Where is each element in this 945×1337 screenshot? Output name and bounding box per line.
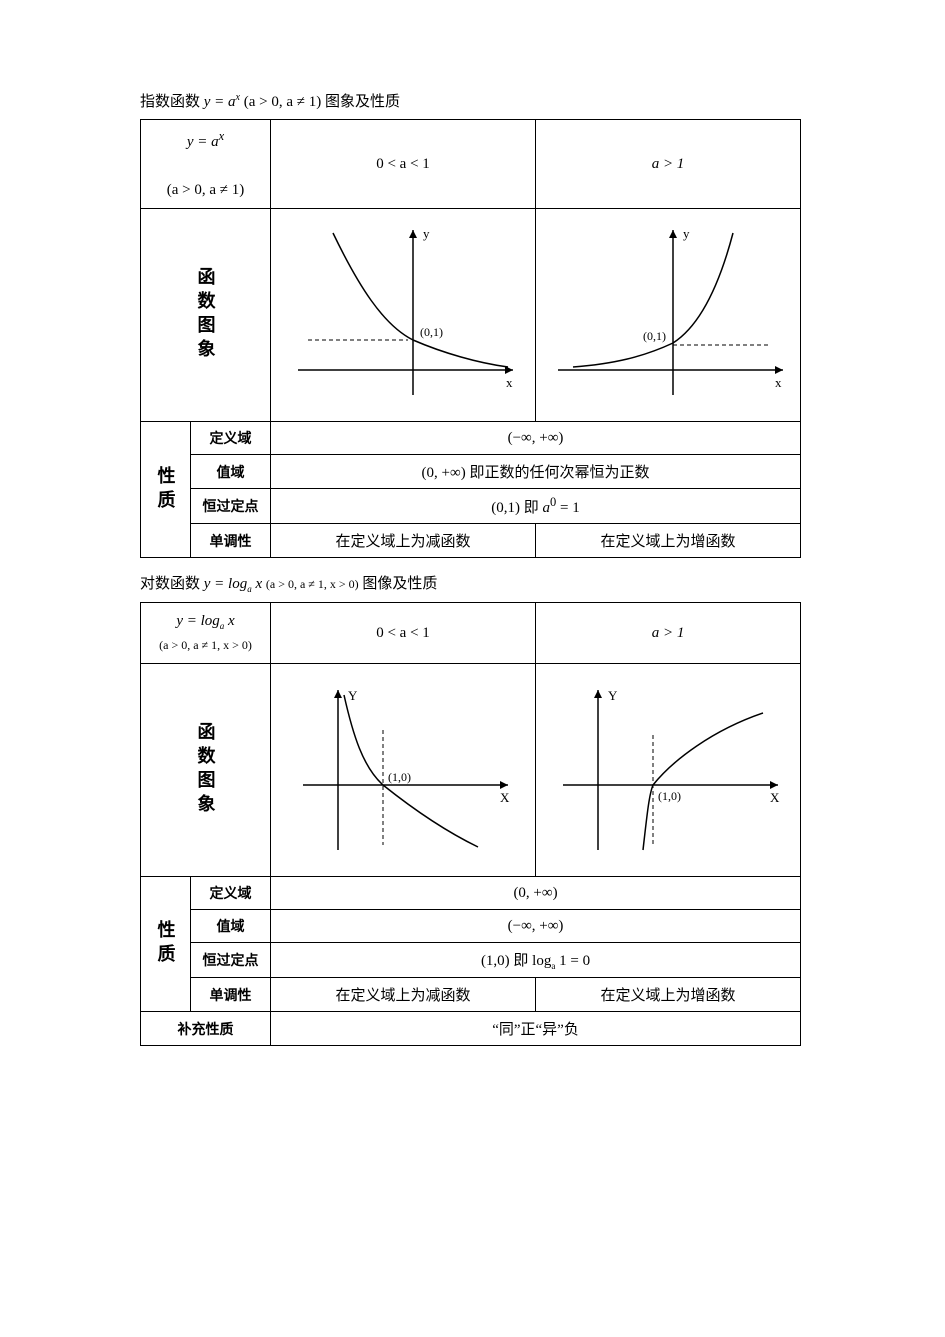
- exp-graph-gt-svg: y x (0,1): [543, 215, 793, 415]
- svg-text:Y: Y: [348, 688, 358, 703]
- svg-text:y: y: [423, 226, 430, 241]
- exp-graph-lt-svg: y x (0,1): [278, 215, 528, 415]
- exp-title-suffix: 图象及性质: [325, 94, 400, 110]
- log-extra-label: 补充性质: [141, 1012, 271, 1046]
- log-graph-label: 函数图象: [141, 664, 271, 877]
- exp-domain-value: (−∞, +∞): [271, 422, 801, 455]
- table-row: y = loga x (a > 0, a ≠ 1, x > 0) 0 < a <…: [141, 603, 801, 664]
- exp-table: y = ax (a > 0, a ≠ 1) 0 < a < 1 a > 1 函数…: [140, 119, 801, 558]
- svg-text:X: X: [770, 790, 780, 805]
- svg-text:X: X: [500, 790, 510, 805]
- exp-col-lt: 0 < a < 1: [271, 120, 536, 209]
- svg-text:(1,0): (1,0): [388, 770, 411, 784]
- svg-text:x: x: [775, 375, 782, 390]
- log-domain-value: (0, +∞): [271, 877, 801, 910]
- log-extra-value: “同”正“异”负: [271, 1012, 801, 1046]
- table-row: 值域 (0, +∞) 即正数的任何次幂恒为正数: [141, 455, 801, 489]
- log-mono-gt: 在定义域上为增函数: [536, 978, 801, 1012]
- exp-fixed-label: 恒过定点: [191, 489, 271, 524]
- table-row: 恒过定点 (1,0) 即 loga 1 = 0: [141, 943, 801, 978]
- table-row: 值域 (−∞, +∞): [141, 910, 801, 943]
- exp-mono-label: 单调性: [191, 524, 271, 558]
- exp-head-cell: y = ax (a > 0, a ≠ 1): [141, 120, 271, 209]
- exp-title-cond: (a > 0, a ≠ 1): [244, 94, 322, 110]
- log-col-lt: 0 < a < 1: [271, 603, 536, 664]
- log-title-prefix: 对数函数: [140, 576, 200, 592]
- log-fixed-value: (1,0) 即 loga 1 = 0: [271, 943, 801, 978]
- table-row: 补充性质 “同”正“异”负: [141, 1012, 801, 1046]
- exp-graph-gt: y x (0,1): [536, 209, 801, 422]
- svg-text:(1,0): (1,0): [658, 789, 681, 803]
- exp-range-label: 值域: [191, 455, 271, 489]
- exp-props-label: 性质: [141, 422, 191, 558]
- svg-text:Y: Y: [608, 688, 618, 703]
- log-title-suffix: 图像及性质: [362, 576, 437, 592]
- log-table: y = loga x (a > 0, a ≠ 1, x > 0) 0 < a <…: [140, 602, 801, 1046]
- exp-graph-lt: y x (0,1): [271, 209, 536, 422]
- log-title-formula: y = loga x: [204, 576, 262, 592]
- log-title: 对数函数 y = loga x (a > 0, a ≠ 1, x > 0) 图像…: [140, 572, 805, 594]
- table-row: y = ax (a > 0, a ≠ 1) 0 < a < 1 a > 1: [141, 120, 801, 209]
- exp-domain-label: 定义域: [191, 422, 271, 455]
- exp-graph-label: 函数图象: [141, 209, 271, 422]
- exp-title: 指数函数 y = ax (a > 0, a ≠ 1) 图象及性质: [140, 90, 805, 111]
- exp-fixed-value: (0,1) 即 a0 = 1: [271, 489, 801, 524]
- log-graph-lt-svg: Y X (1,0): [278, 675, 528, 865]
- exp-title-formula: y = ax: [204, 94, 240, 110]
- log-props-label: 性质: [141, 877, 191, 1012]
- log-mono-label: 单调性: [191, 978, 271, 1012]
- table-row: 单调性 在定义域上为减函数 在定义域上为增函数: [141, 524, 801, 558]
- exp-title-prefix: 指数函数: [140, 94, 200, 110]
- table-row: 函数图象 Y X (1,0): [141, 664, 801, 877]
- table-row: 性质 定义域 (0, +∞): [141, 877, 801, 910]
- exp-mono-gt: 在定义域上为增函数: [536, 524, 801, 558]
- exp-range-value: (0, +∞) 即正数的任何次幂恒为正数: [271, 455, 801, 489]
- table-row: 性质 定义域 (−∞, +∞): [141, 422, 801, 455]
- log-head-cell: y = loga x (a > 0, a ≠ 1, x > 0): [141, 603, 271, 664]
- log-mono-lt: 在定义域上为减函数: [271, 978, 536, 1012]
- exp-col-gt: a > 1: [536, 120, 801, 209]
- svg-text:(0,1): (0,1): [420, 325, 443, 339]
- table-row: 恒过定点 (0,1) 即 a0 = 1: [141, 489, 801, 524]
- table-row: 单调性 在定义域上为减函数 在定义域上为增函数: [141, 978, 801, 1012]
- exp-mono-lt: 在定义域上为减函数: [271, 524, 536, 558]
- svg-text:y: y: [683, 226, 690, 241]
- log-graph-gt: Y X (1,0): [536, 664, 801, 877]
- log-range-label: 值域: [191, 910, 271, 943]
- log-domain-label: 定义域: [191, 877, 271, 910]
- log-graph-gt-svg: Y X (1,0): [543, 675, 793, 865]
- log-graph-lt: Y X (1,0): [271, 664, 536, 877]
- log-col-gt: a > 1: [536, 603, 801, 664]
- log-range-value: (−∞, +∞): [271, 910, 801, 943]
- log-title-cond: (a > 0, a ≠ 1, x > 0): [266, 577, 359, 591]
- svg-text:x: x: [506, 375, 513, 390]
- log-fixed-label: 恒过定点: [191, 943, 271, 978]
- svg-text:(0,1): (0,1): [643, 329, 666, 343]
- table-row: 函数图象 y x (0,1): [141, 209, 801, 422]
